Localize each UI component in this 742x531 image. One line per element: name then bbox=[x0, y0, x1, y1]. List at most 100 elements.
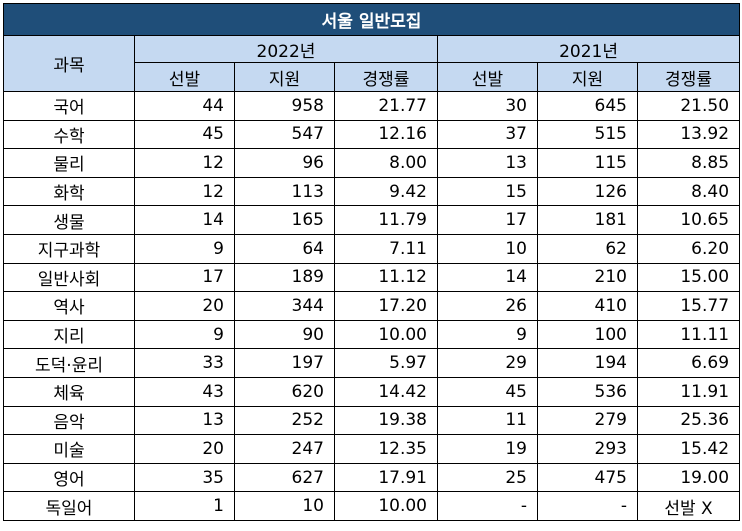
applicants-2021-cell: 115 bbox=[537, 148, 638, 178]
applicants-2021-cell: 536 bbox=[537, 376, 638, 407]
subject-cell: 수학 bbox=[3, 119, 135, 150]
ratio-2021-cell: 11.11 bbox=[636, 319, 741, 350]
subject-cell: 독일어 bbox=[3, 491, 135, 521]
ratio-2022-cell: 12.35 bbox=[334, 434, 438, 464]
ratio-2021-cell: 15.00 bbox=[636, 262, 741, 293]
col-header-applicants-2022: 지원 bbox=[234, 62, 335, 92]
table-row: 일반사회 17 189 11.12 14 210 15.00 bbox=[3, 262, 741, 293]
table-row: 역사 20 344 17.20 26 410 15.77 bbox=[3, 291, 741, 321]
applicants-2022-cell: 113 bbox=[234, 176, 335, 207]
ratio-2021-cell: 15.42 bbox=[636, 434, 741, 464]
applicants-2021-cell: 515 bbox=[537, 119, 638, 150]
selected-2022-cell: 12 bbox=[134, 176, 235, 207]
selected-2022-cell: 20 bbox=[134, 434, 235, 464]
ratio-2021-cell: 10.65 bbox=[636, 205, 741, 235]
ratio-2022-cell: 9.42 bbox=[334, 176, 438, 207]
ratio-2022-cell: 10.00 bbox=[334, 319, 438, 350]
applicants-2021-cell: 210 bbox=[537, 262, 638, 293]
selected-2021-cell: 29 bbox=[437, 348, 538, 378]
table-row: 화학 12 113 9.42 15 126 8.40 bbox=[3, 176, 741, 207]
applicants-2022-cell: 10 bbox=[234, 491, 335, 521]
subject-cell: 화학 bbox=[3, 176, 135, 207]
applicants-2021-cell: 181 bbox=[537, 205, 638, 235]
table-title: 서울 일반모집 bbox=[2, 3, 741, 36]
col-header-selected-2022: 선발 bbox=[134, 62, 235, 92]
subject-cell: 지구과학 bbox=[3, 233, 135, 264]
selected-2021-cell: 19 bbox=[437, 434, 538, 464]
ratio-2022-cell: 11.12 bbox=[334, 262, 438, 293]
subject-cell: 일반사회 bbox=[3, 262, 135, 293]
table-row: 독일어 1 10 10.00- - 선발 X bbox=[3, 491, 741, 521]
subject-cell: 미술 bbox=[3, 434, 135, 464]
ratio-2022-cell: 10.00 bbox=[334, 491, 438, 521]
selected-2021-cell: 25 bbox=[437, 462, 538, 493]
table-row: 영어 35 627 17.91 25 475 19.00 bbox=[3, 462, 741, 493]
ratio-2022-cell: 12.16 bbox=[334, 119, 438, 150]
selected-2022-cell: 9 bbox=[134, 319, 235, 350]
selected-2022-cell: 20 bbox=[134, 291, 235, 321]
table-row: 미술 20 247 12.35 19 293 15.42 bbox=[3, 434, 741, 464]
ratio-2022-cell: 8.00 bbox=[334, 148, 438, 178]
applicants-2021-cell: 126 bbox=[537, 176, 638, 207]
selected-2022-cell: 44 bbox=[134, 91, 235, 121]
ratio-2021-cell: 19.00 bbox=[636, 462, 741, 493]
applicants-2021-cell: - bbox=[537, 491, 638, 521]
applicants-2021-cell: 279 bbox=[537, 405, 638, 436]
year-2022-header: 2022년 bbox=[134, 35, 438, 63]
ratio-2021-cell: 8.40 bbox=[636, 176, 741, 207]
selected-2022-cell: 35 bbox=[134, 462, 235, 493]
selected-2021-cell: 9 bbox=[437, 319, 538, 350]
selected-2021-cell: 37 bbox=[437, 119, 538, 150]
ratio-2022-cell: 17.20 bbox=[334, 291, 438, 321]
applicants-2022-cell: 189 bbox=[234, 262, 335, 293]
ratio-2021-cell: 21.50 bbox=[636, 91, 741, 121]
subject-cell: 음악 bbox=[3, 405, 135, 436]
applicants-2022-cell: 958 bbox=[234, 91, 335, 121]
table-row: 지리 9 90 10.00 9 100 11.11 bbox=[3, 319, 741, 350]
selected-2022-cell: 45 bbox=[134, 119, 235, 150]
ratio-2021-cell: 8.85 bbox=[636, 148, 741, 178]
selected-2022-cell: 1 bbox=[134, 491, 235, 521]
selected-2021-cell: - bbox=[437, 491, 538, 521]
selected-2021-cell: 45 bbox=[437, 376, 538, 407]
applicants-2022-cell: 252 bbox=[234, 405, 335, 436]
subject-cell: 지리 bbox=[3, 319, 135, 350]
subject-cell: 체육 bbox=[3, 376, 135, 407]
table-row: 체육 43 620 14.42 45 536 11.91 bbox=[3, 376, 741, 407]
applicants-2022-cell: 344 bbox=[234, 291, 335, 321]
applicants-2021-cell: 645 bbox=[537, 91, 638, 121]
applicants-2021-cell: 100 bbox=[537, 319, 638, 350]
table-row: 수학 45 547 12.16 37 515 13.92 bbox=[3, 119, 741, 150]
ratio-2022-cell: 7.11 bbox=[334, 233, 438, 264]
ratio-2022-cell: 14.42 bbox=[334, 376, 438, 407]
selected-2021-cell: 10 bbox=[437, 233, 538, 264]
applicants-2022-cell: 165 bbox=[234, 205, 335, 235]
col-header-selected-2021: 선발 bbox=[437, 62, 538, 92]
applicants-2022-cell: 620 bbox=[234, 376, 335, 407]
year-2021-header: 2021년 bbox=[436, 35, 741, 63]
selected-2022-cell: 14 bbox=[134, 205, 235, 235]
table-row: 도덕·윤리 33 197 5.97 29 194 6.69 bbox=[3, 348, 741, 378]
applicants-2022-cell: 90 bbox=[234, 319, 335, 350]
subject-cell: 영어 bbox=[3, 462, 135, 493]
selected-2021-cell: 11 bbox=[437, 405, 538, 436]
selected-2021-cell: 17 bbox=[437, 205, 538, 235]
subject-cell: 물리 bbox=[3, 148, 135, 178]
subject-cell: 생물 bbox=[3, 205, 135, 235]
applicants-2022-cell: 547 bbox=[234, 119, 335, 150]
ratio-2021-cell: 13.92 bbox=[636, 119, 741, 150]
table-row: 지구과학 9 64 7.11 10 62 6.20 bbox=[3, 233, 741, 264]
applicants-2021-cell: 475 bbox=[537, 462, 638, 493]
subject-cell: 국어 bbox=[3, 91, 135, 121]
selected-2022-cell: 9 bbox=[134, 233, 235, 264]
selected-2022-cell: 17 bbox=[134, 262, 235, 293]
selected-2021-cell: 14 bbox=[437, 262, 538, 293]
table-row: 물리 12 96 8.00 13 115 8.85 bbox=[3, 148, 741, 178]
table-row: 국어 44 958 21.77 30 645 21.50 bbox=[3, 91, 741, 121]
applicants-2021-cell: 62 bbox=[537, 233, 638, 264]
applicants-2021-cell: 410 bbox=[537, 291, 638, 321]
selected-2022-cell: 12 bbox=[134, 148, 235, 178]
recruitment-table-container: 서울 일반모집 과목 2022년 2021년 선발 지원 경쟁률 선발 지원 경… bbox=[2, 3, 741, 521]
ratio-2022-cell: 17.91 bbox=[334, 462, 438, 493]
ratio-2021-cell: 25.36 bbox=[636, 405, 741, 436]
